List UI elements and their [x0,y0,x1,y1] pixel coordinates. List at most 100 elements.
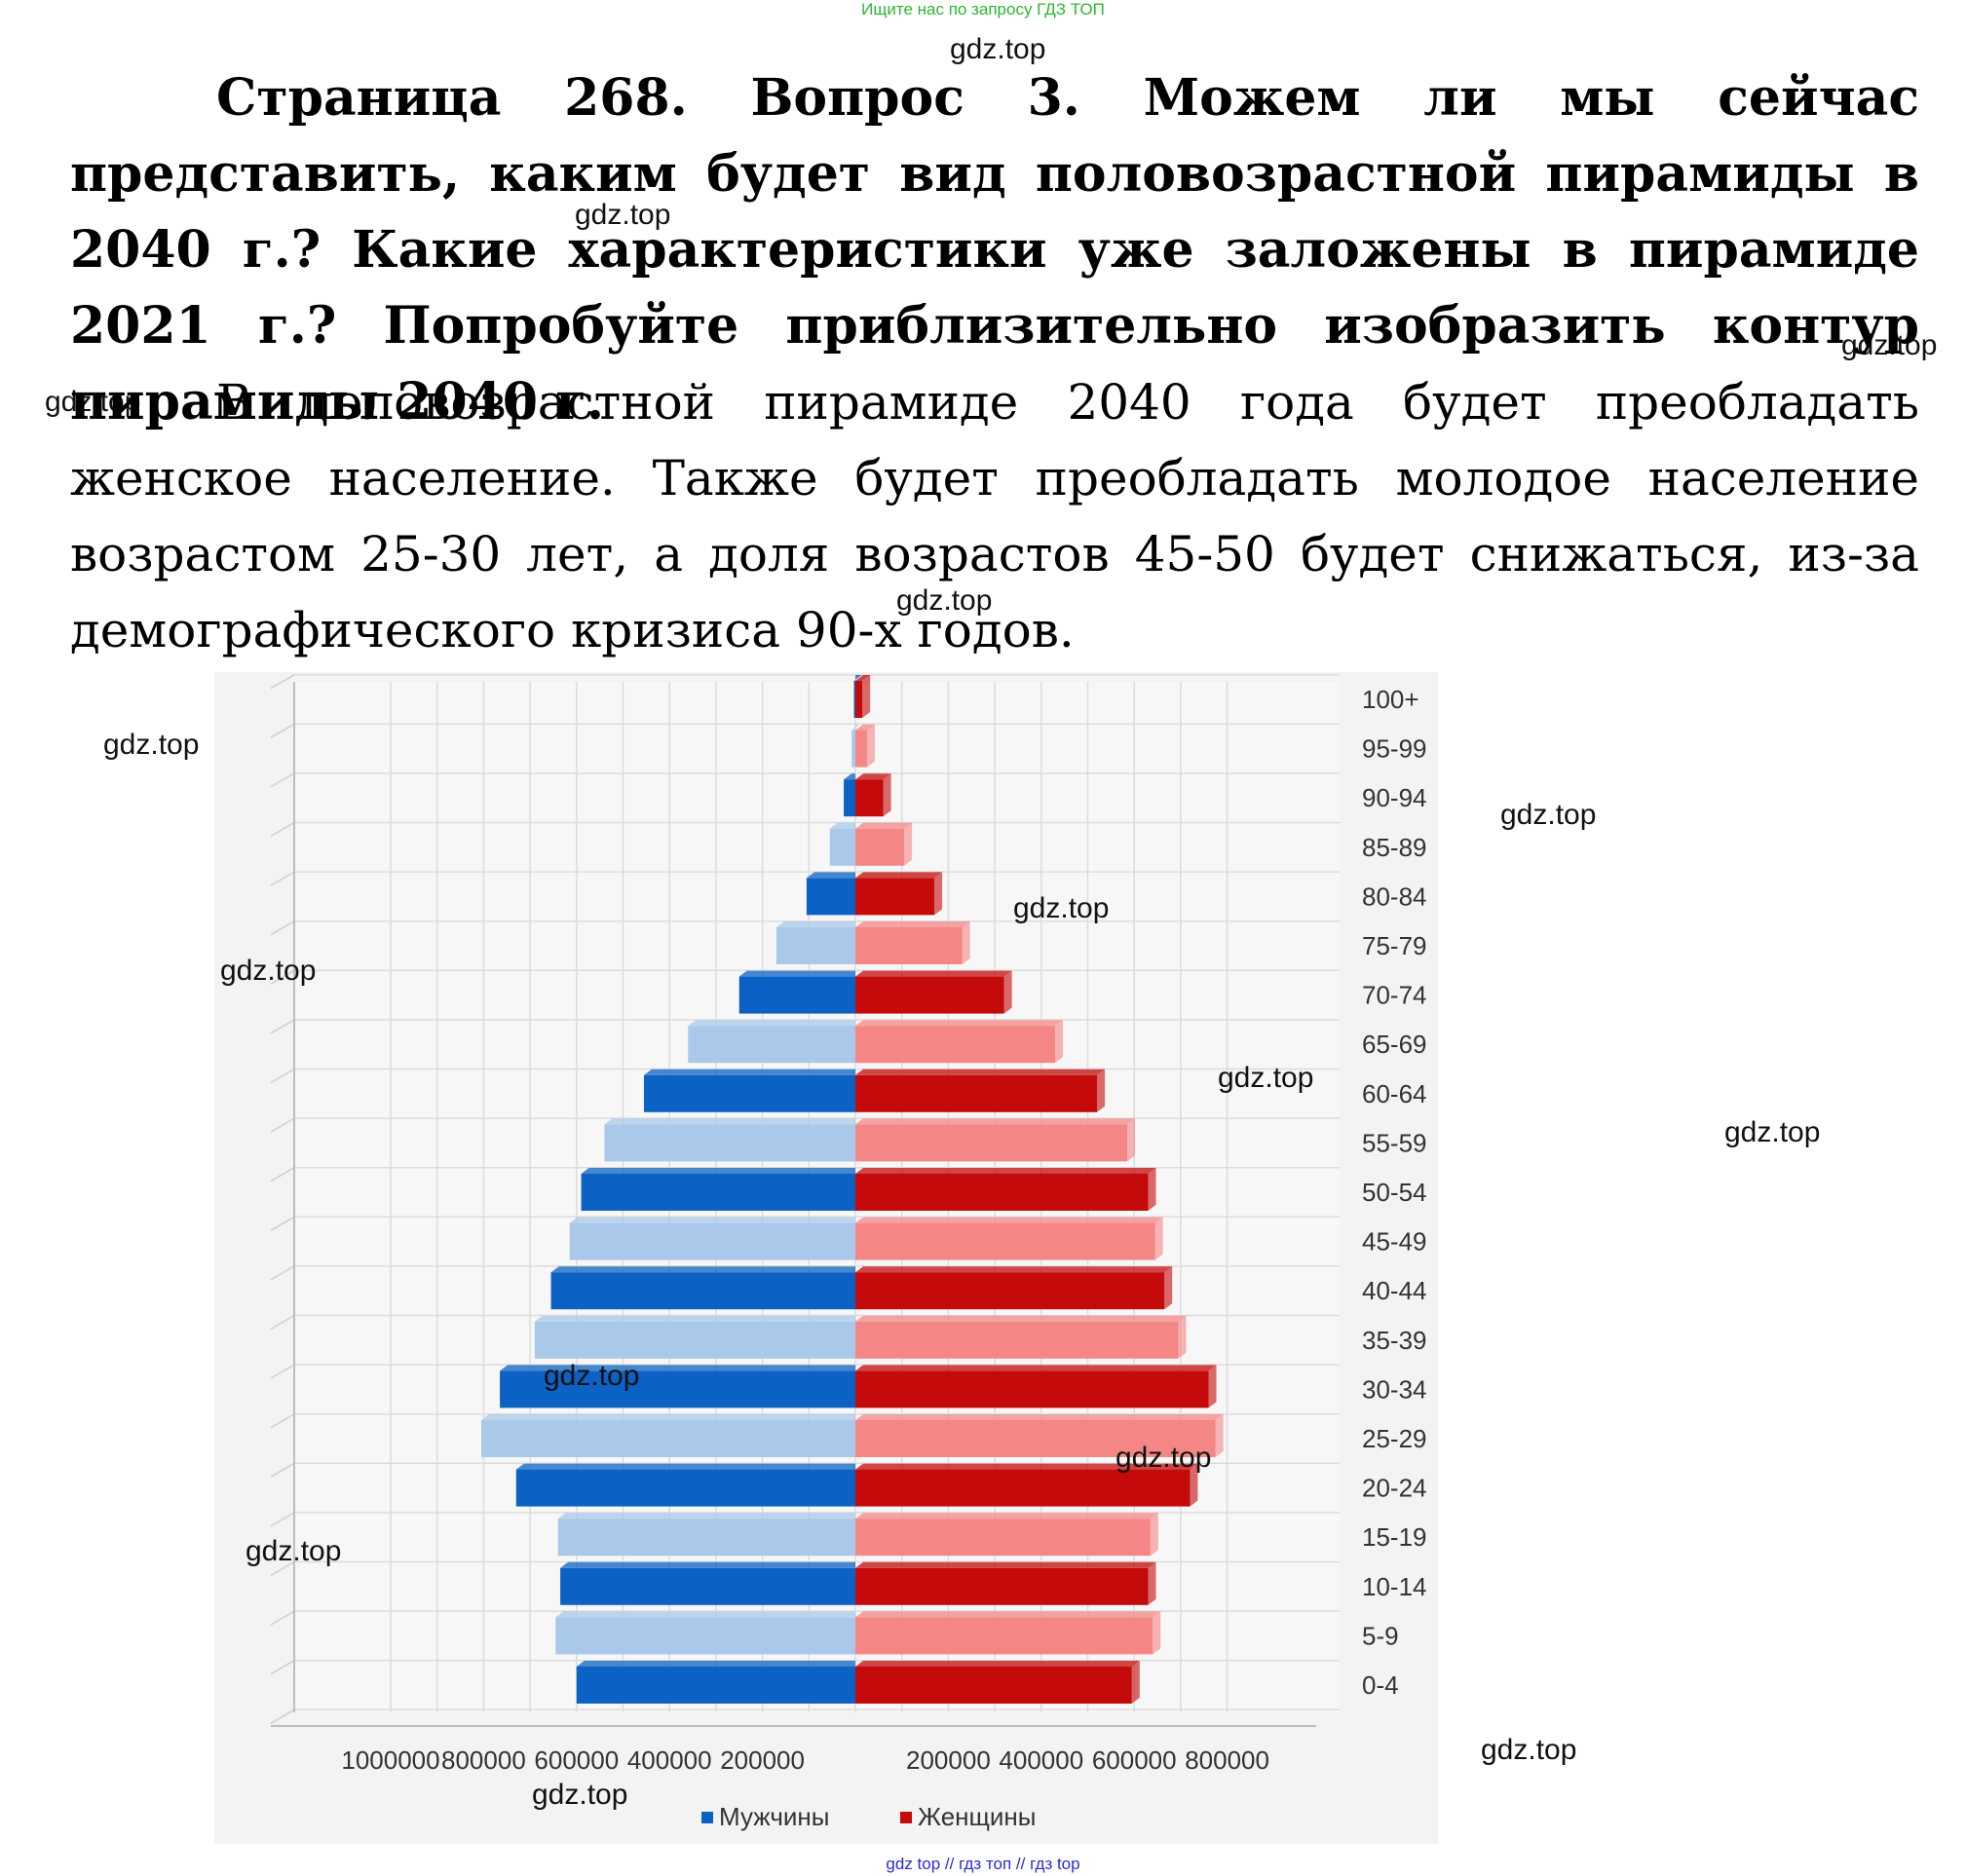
female-bar-top-40-44 [855,1266,1173,1273]
x-tick-label-left: 1000000 [341,1745,439,1775]
female-bar-side-85-89 [904,822,913,866]
male-bar-top-30-34 [500,1365,855,1371]
female-bar-100+ [855,681,863,718]
watermark: gdz.top [575,199,671,231]
age-label-40-44: 40-44 [1362,1276,1427,1305]
grid-depth-line [270,772,295,788]
age-label-5-9: 5-9 [1362,1621,1399,1650]
grid-depth-line [270,1462,295,1478]
female-bar-90-94 [855,779,884,817]
female-bar-side-90-94 [883,773,891,817]
grid-depth-line [270,1068,295,1084]
female-bar-top-10-14 [855,1561,1156,1568]
female-bar-side-10-14 [1148,1561,1156,1605]
female-bar-side-30-34 [1208,1365,1217,1408]
male-bar-45-49 [569,1222,855,1260]
male-bar-top-0-4 [576,1661,855,1667]
female-bar-40-44 [855,1272,1165,1310]
male-bar-15-19 [557,1519,855,1557]
male-bar-top-45-49 [569,1217,855,1223]
male-bar-top-35-39 [534,1315,855,1322]
female-bar-top-75-79 [855,921,970,927]
female-bar-side-45-49 [1154,1217,1163,1260]
female-bar-50-54 [855,1174,1149,1211]
male-bar-top-80-84 [806,872,855,879]
male-bar-top-70-74 [738,970,855,977]
female-bar-side-100+ [862,675,871,718]
male-bar-top-60-64 [643,1069,855,1075]
bar-layer [481,675,1224,1704]
top-banner: Ищите нас по запросу ГДЗ ТОП [861,0,1105,19]
male-bar-top-5-9 [555,1611,855,1618]
grid-depth-line [270,723,295,738]
male-bar-top-15-19 [557,1513,855,1520]
female-bar-10-14 [855,1567,1149,1605]
female-bar-top-85-89 [855,822,913,829]
female-bar-top-0-4 [855,1661,1140,1667]
grid-depth-line [270,1216,295,1231]
age-label-95-99: 95-99 [1362,734,1427,764]
male-bar-top-20-24 [515,1463,855,1470]
grid-depth-line [270,920,295,936]
x-tick-label-left: 600000 [534,1745,619,1775]
legend-layer: Мужчины Женщины [701,1802,1036,1831]
male-bar-top-25-29 [481,1414,855,1420]
x-tick-label-right: 800000 [1185,1745,1269,1775]
male-bar-top-10-14 [560,1561,855,1568]
female-bar-top-50-54 [855,1168,1156,1174]
female-bar-top-60-64 [855,1069,1106,1075]
watermark: gdz.top [1724,1116,1821,1148]
age-label-10-14: 10-14 [1362,1572,1427,1601]
age-label-90-94: 90-94 [1362,783,1427,812]
male-bar-20-24 [515,1469,855,1507]
age-label-50-54: 50-54 [1362,1178,1427,1207]
grid-depth-line [270,821,295,838]
age-label-75-79: 75-79 [1362,931,1427,960]
female-bar-15-19 [855,1519,1151,1557]
watermark: gdz.top [103,729,200,761]
population-pyramid-chart: 0-4 5-9 10-14 15-19 20-24 25-29 30-34 35-39 40-4… [214,672,1438,1844]
grid-depth-line [270,1314,295,1331]
grid-depth-line [270,1167,295,1182]
female-bar-top-90-94 [855,773,891,780]
watermark: gdz.top [896,584,993,617]
watermark: gdz.top [1218,1062,1314,1094]
grid-depth-line [270,1265,295,1281]
female-bar-70-74 [855,976,1004,1014]
age-label-30-34: 30-34 [1362,1374,1427,1404]
legend-label-male: Мужчины [719,1802,829,1831]
age-label-0-4: 0-4 [1362,1670,1399,1700]
male-bar-95-99 [851,730,855,768]
female-bar-side-70-74 [1003,970,1012,1014]
legend-swatch-female [900,1812,912,1823]
grid-depth-line [270,674,295,690]
watermark: gdz.top [220,955,317,987]
male-bar-top-65-69 [688,1020,855,1027]
male-bar-top-85-89 [829,822,855,829]
male-bar-top-50-54 [581,1168,855,1174]
grid-depth-line [270,1610,295,1626]
male-bar-65-69 [688,1026,855,1064]
male-bar-100+ [853,681,855,718]
female-bar-side-0-4 [1131,1661,1140,1704]
legend-swatch-male [701,1812,713,1823]
male-bar-70-74 [738,976,855,1014]
grid-depth-line [270,1117,295,1133]
grid-depth-line [270,1364,295,1379]
x-tick-label-left: 400000 [627,1745,712,1775]
age-label-45-49: 45-49 [1362,1227,1427,1257]
male-bar-25-29 [481,1420,855,1457]
grid-depth-line [270,1413,295,1429]
female-bar-side-55-59 [1127,1118,1136,1162]
male-bar-top-55-59 [604,1118,855,1125]
female-bar-top-35-39 [855,1315,1187,1322]
female-bar-side-80-84 [934,872,943,916]
female-bar-top-55-59 [855,1118,1136,1125]
watermark: gdz.top [246,1535,342,1567]
grid-depth-line [270,969,295,985]
age-label-60-64: 60-64 [1362,1079,1427,1108]
female-bar-65-69 [855,1026,1056,1064]
female-bar-side-35-39 [1178,1315,1187,1359]
watermark: gdz.top [544,1360,640,1392]
male-bar-top-40-44 [550,1266,855,1273]
